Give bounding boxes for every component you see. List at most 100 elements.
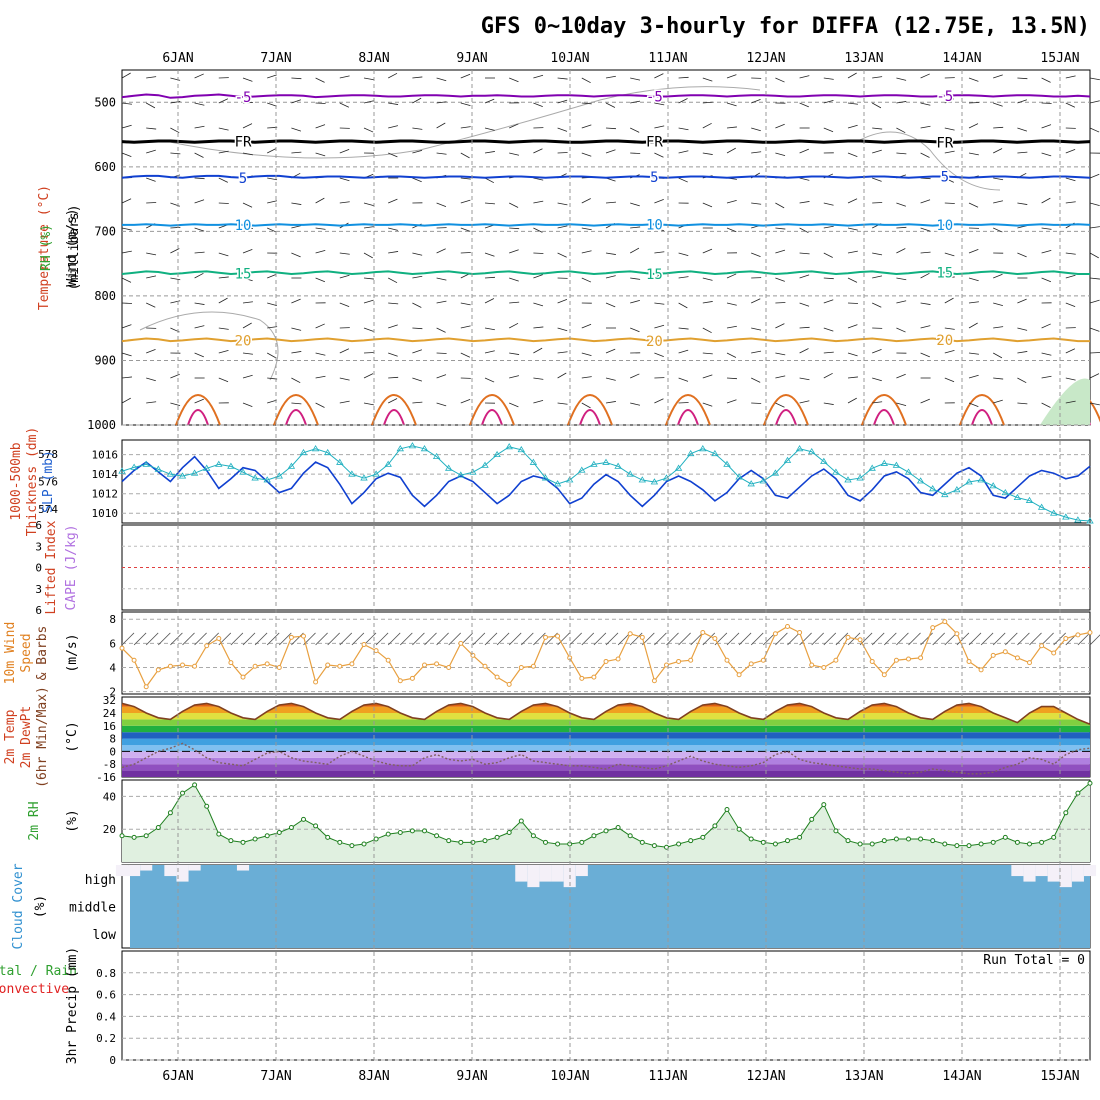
wind-barb-10m (387, 632, 401, 646)
wind-barb-10m (1077, 632, 1091, 646)
rh-point (688, 838, 694, 844)
rh-point (1063, 810, 1069, 816)
cloud-gap (1011, 865, 1024, 877)
wind-barb (218, 297, 228, 304)
wind-barb (605, 377, 616, 381)
wind-barb (993, 273, 1003, 279)
wind-barb (267, 148, 277, 154)
wind-barb (388, 302, 399, 305)
wind-barb (242, 277, 253, 282)
date-label-top: 6JAN (162, 51, 193, 66)
wind-speed-point (361, 642, 367, 648)
rh-point (216, 831, 222, 837)
wind-barb (267, 326, 278, 329)
slp-point (699, 445, 707, 452)
wind-barb (533, 227, 543, 233)
wind-barb (678, 177, 688, 183)
wind-speed-point (845, 634, 851, 640)
wind-barb (1065, 177, 1076, 182)
slp-point (626, 470, 634, 477)
slp-point (469, 468, 477, 475)
wind-barb (170, 101, 181, 104)
wind-barb-10m (351, 632, 365, 646)
wind-speed-point (712, 636, 718, 642)
wind-speed-point (688, 657, 694, 663)
rh-contour (273, 394, 319, 426)
temp-band (122, 713, 1090, 720)
wind-barb (557, 225, 568, 229)
wind-barb (605, 149, 616, 154)
temp-tick-label: 0 (109, 745, 116, 758)
cloud-gap (575, 865, 588, 877)
wind-barb (944, 177, 954, 183)
wind-speed-point (1027, 660, 1032, 666)
wind-barb (1017, 202, 1028, 205)
temp-band (122, 757, 1090, 765)
cloud-gap (128, 865, 141, 877)
wind-barb (847, 324, 858, 329)
wind-barb (436, 248, 446, 254)
wind-barb (896, 127, 906, 134)
wind-barb (726, 227, 737, 233)
wind-barb (533, 252, 544, 254)
wind-barb (799, 326, 810, 329)
wind-barb (436, 402, 447, 407)
wind-barb (1017, 351, 1028, 354)
wind-barb-10m (339, 632, 353, 646)
wind-speed-point (313, 679, 319, 685)
wind-barb (339, 201, 350, 204)
rh-contour-inner (579, 409, 601, 426)
wind-barb (339, 177, 350, 182)
slp-point (481, 461, 489, 468)
slp-point (142, 460, 150, 467)
wind-barb (775, 123, 785, 129)
wind-barb (533, 200, 544, 204)
slp-point (1074, 516, 1082, 523)
slp-point (541, 474, 550, 481)
wind-barb (823, 225, 834, 229)
thickness-tick-label: 576 (38, 476, 58, 489)
wind-barb (194, 199, 205, 204)
wind-barb (146, 401, 157, 404)
wind-barb (775, 227, 786, 230)
wind-barb (242, 77, 253, 82)
wind-barb (775, 249, 786, 254)
slp-point (711, 449, 719, 457)
temperature-contour (121, 93, 1091, 99)
wind-barb (823, 277, 834, 280)
wind-barb-10m (363, 632, 377, 646)
slp-point (723, 460, 731, 467)
contour-label: 15 (936, 266, 953, 282)
rh-point (131, 834, 137, 840)
y-axis-title: Cloud Cover (11, 863, 26, 949)
rh-point (772, 841, 778, 847)
y-axis-title: & Barbs (35, 626, 50, 681)
wind-barb (944, 252, 955, 257)
rh-point (1002, 834, 1008, 840)
wind-tick-label: 8 (109, 613, 116, 626)
rh-point (119, 833, 125, 839)
wind-barb (630, 373, 640, 379)
rh-point (228, 838, 234, 844)
rh-point (712, 823, 718, 829)
slp-point (868, 464, 876, 471)
wind-barb-10m (884, 632, 897, 646)
y-axis-title: Thickness (dm) (25, 427, 40, 537)
wind-barb (412, 177, 422, 183)
wind-speed-point (881, 672, 887, 678)
y-axis-title: (m/s) (65, 633, 80, 672)
wind-barb (920, 73, 930, 79)
wind-barb (1089, 202, 1100, 206)
y-axis-title: 10m Wind (3, 622, 18, 685)
cloud-row-label: low (93, 928, 117, 943)
wind-barb (533, 148, 543, 154)
wind-barb (896, 373, 906, 379)
thickness-tick-label: 574 (38, 503, 58, 516)
wind-barb-10m (242, 632, 256, 646)
rh-point (809, 816, 815, 822)
wind-barb (339, 149, 350, 154)
wind-barb (339, 274, 350, 279)
wind-barb (412, 76, 423, 79)
date-label-top: 8JAN (358, 51, 389, 66)
rh-contour-inner (873, 409, 895, 426)
